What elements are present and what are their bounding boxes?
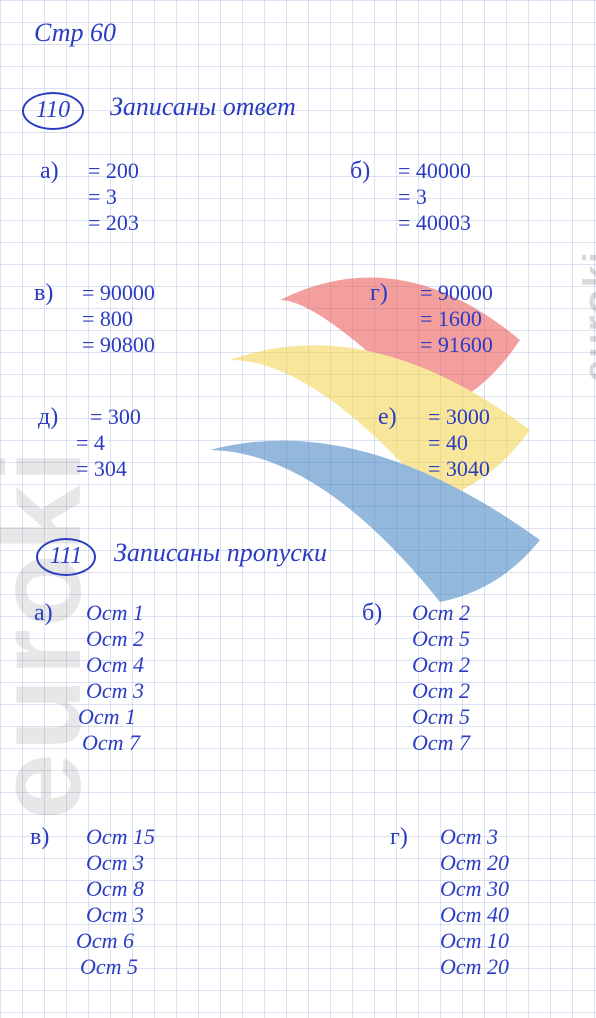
t111-v-l1: Ост 15 xyxy=(86,824,155,850)
t111-b-l4: Ост 2 xyxy=(412,678,470,704)
t111-a-l3: Ост 4 xyxy=(86,652,144,678)
t111-v-l5: Ост 6 xyxy=(76,928,134,954)
t110-b-letter: б) xyxy=(350,158,370,185)
t110-g-l2: = 1600 xyxy=(420,306,482,332)
t111-a-l6: Ост 7 xyxy=(82,730,140,756)
t111-g-l6: Ост 20 xyxy=(440,954,509,980)
t111-g-l3: Ост 30 xyxy=(440,876,509,902)
t110-v-l2: = 800 xyxy=(82,306,133,332)
t110-d-l2: = 4 xyxy=(76,430,105,456)
t111-b-l3: Ост 2 xyxy=(412,652,470,678)
t110-e-l1: = 3000 xyxy=(428,404,490,430)
task-110-title: Записаны ответ xyxy=(110,92,296,122)
t111-g-l5: Ост 10 xyxy=(440,928,509,954)
t111-v-letter: в) xyxy=(30,824,49,851)
page-header: Стр 60 xyxy=(34,18,116,48)
page: euroki euroki Стр 60 110 Записаны ответ … xyxy=(0,0,596,1018)
t110-a-l3: = 203 xyxy=(88,210,139,236)
t111-g-l4: Ост 40 xyxy=(440,902,509,928)
t110-d-l1: = 300 xyxy=(90,404,141,430)
t110-b-l1: = 40000 xyxy=(398,158,471,184)
t110-b-l3: = 40003 xyxy=(398,210,471,236)
t111-v-l6: Ост 5 xyxy=(80,954,138,980)
task-111-number: 111 xyxy=(50,543,82,570)
t110-e-letter: е) xyxy=(378,404,397,431)
t111-b-l1: Ост 2 xyxy=(412,600,470,626)
t111-b-letter: б) xyxy=(362,600,382,627)
t110-g-letter: г) xyxy=(370,280,388,307)
t110-e-l3: = 3040 xyxy=(428,456,490,482)
t110-d-letter: д) xyxy=(38,404,58,431)
t110-a-l2: = 3 xyxy=(88,184,117,210)
t111-v-l4: Ост 3 xyxy=(86,902,144,928)
t110-v-l1: = 90000 xyxy=(82,280,155,306)
t111-b-l5: Ост 5 xyxy=(412,704,470,730)
task-111-circle: 111 xyxy=(36,538,96,576)
task-110-number: 110 xyxy=(36,97,70,124)
task-111-title: Записаны пропуски xyxy=(114,538,327,568)
t110-v-l3: = 90800 xyxy=(82,332,155,358)
t111-a-l4: Ост 3 xyxy=(86,678,144,704)
t111-g-letter: г) xyxy=(390,824,408,851)
t111-b-l6: Ост 7 xyxy=(412,730,470,756)
t110-a-l1: = 200 xyxy=(88,158,139,184)
t111-a-letter: а) xyxy=(34,600,53,627)
t110-e-l2: = 40 xyxy=(428,430,468,456)
t111-a-l5: Ост 1 xyxy=(78,704,136,730)
t110-g-l1: = 90000 xyxy=(420,280,493,306)
t110-b-l2: = 3 xyxy=(398,184,427,210)
t111-g-l2: Ост 20 xyxy=(440,850,509,876)
task-110-circle: 110 xyxy=(22,92,84,130)
t110-v-letter: в) xyxy=(34,280,53,307)
t110-g-l3: = 91600 xyxy=(420,332,493,358)
t110-d-l3: = 304 xyxy=(76,456,127,482)
content-layer: Стр 60 110 Записаны ответ а) = 200 = 3 =… xyxy=(0,0,596,1018)
t111-v-l2: Ост 3 xyxy=(86,850,144,876)
t111-g-l1: Ост 3 xyxy=(440,824,498,850)
t111-b-l2: Ост 5 xyxy=(412,626,470,652)
t111-v-l3: Ост 8 xyxy=(86,876,144,902)
t110-a-letter: а) xyxy=(40,158,59,185)
t111-a-l2: Ост 2 xyxy=(86,626,144,652)
t111-a-l1: Ост 1 xyxy=(86,600,144,626)
